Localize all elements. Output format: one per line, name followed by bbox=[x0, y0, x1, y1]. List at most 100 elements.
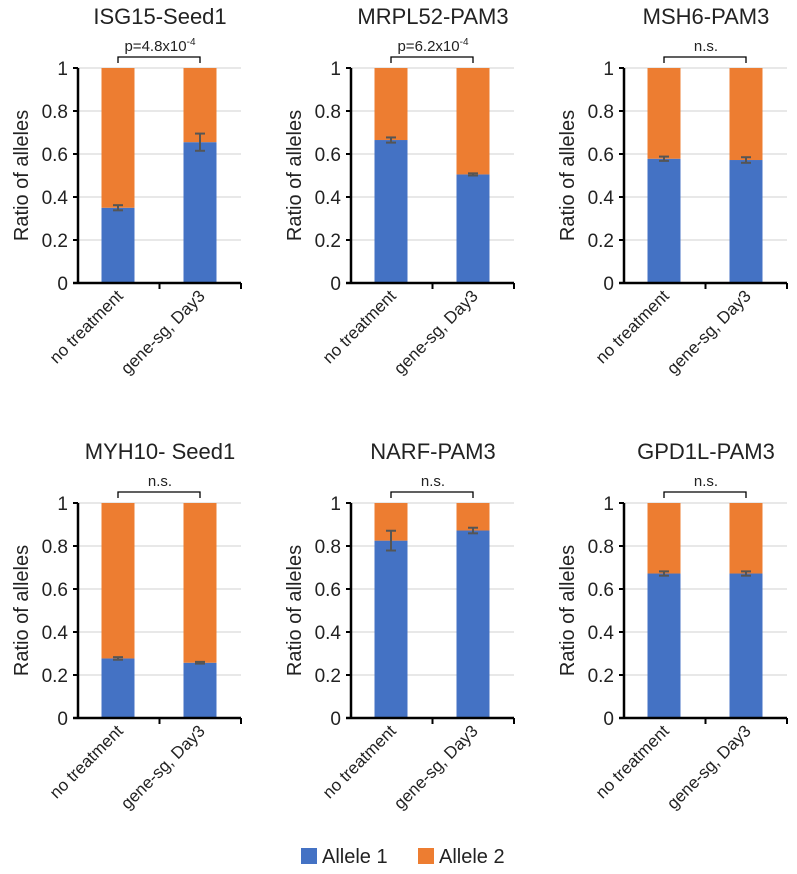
significance-bracket bbox=[117, 491, 201, 498]
y-tick-label: 0.4 bbox=[588, 188, 615, 209]
y-tick-label: 0.4 bbox=[315, 623, 342, 644]
y-tick-label: 0.4 bbox=[315, 188, 342, 209]
y-tick-label: 0.2 bbox=[588, 666, 614, 687]
y-tick-label: 0 bbox=[57, 274, 68, 295]
error-bar bbox=[386, 136, 396, 144]
bar-allele-2 bbox=[729, 68, 763, 161]
legend-swatch-allele-2 bbox=[418, 848, 434, 864]
significance-bracket bbox=[390, 56, 474, 63]
error-bar bbox=[468, 172, 478, 177]
y-axis-label: Ratio of alleles bbox=[284, 545, 306, 676]
legend-label-allele-2: Allele 2 bbox=[439, 846, 505, 868]
y-tick-label: 0.8 bbox=[588, 102, 614, 123]
x-tick-label: no treatment bbox=[319, 721, 400, 802]
p-value-text: p=4.8x10 bbox=[124, 38, 186, 55]
chart-title: MRPL52-PAM3 bbox=[357, 4, 508, 29]
bar-allele-2 bbox=[647, 503, 681, 574]
significance-bracket bbox=[663, 56, 747, 63]
y-tick-label: 0.2 bbox=[42, 666, 68, 687]
error-bar bbox=[659, 570, 669, 577]
error-bar bbox=[195, 660, 205, 665]
bar-allele-1 bbox=[456, 174, 490, 283]
y-tick-label: 0.2 bbox=[315, 666, 341, 687]
y-tick-label: 0.8 bbox=[42, 102, 68, 123]
y-tick-label: 0.6 bbox=[315, 580, 341, 601]
bracket-line bbox=[663, 56, 747, 63]
bracket-line bbox=[117, 491, 201, 498]
p-value-text: n.s. bbox=[694, 473, 718, 490]
bar-allele-1 bbox=[101, 207, 135, 283]
significance-label: p=4.8x10-4 bbox=[124, 37, 195, 55]
y-tick-label: 0 bbox=[57, 709, 68, 730]
bracket-line bbox=[117, 56, 201, 63]
p-value-text: n.s. bbox=[421, 473, 445, 490]
y-tick-label: 0.2 bbox=[588, 231, 614, 252]
p-value-text: n.s. bbox=[694, 38, 718, 55]
y-axis-label: Ratio of alleles bbox=[557, 545, 579, 676]
y-tick-label: 0.4 bbox=[588, 623, 615, 644]
y-tick-label: 0.6 bbox=[588, 145, 614, 166]
y-axis-label: Ratio of alleles bbox=[557, 110, 579, 241]
legend-label-allele-1: Allele 1 bbox=[322, 846, 388, 868]
y-tick-label: 0 bbox=[330, 709, 341, 730]
significance-bracket bbox=[663, 491, 747, 498]
error-bar bbox=[386, 529, 396, 552]
error-bar bbox=[113, 204, 123, 212]
x-tick-label: gene-sg, Day3 bbox=[390, 286, 482, 378]
bar-allele-1 bbox=[729, 573, 763, 718]
x-tick-label: gene-sg, Day3 bbox=[117, 286, 209, 378]
p-value-text: p=6.2x10 bbox=[397, 38, 459, 55]
y-tick-label: 0.4 bbox=[42, 623, 69, 644]
y-axis-label: Ratio of alleles bbox=[11, 110, 33, 241]
y-tick-label: 0.8 bbox=[42, 537, 68, 558]
bar-allele-2 bbox=[101, 503, 135, 659]
chart-title: MSH6-PAM3 bbox=[643, 4, 770, 29]
significance-bracket bbox=[117, 56, 201, 63]
chart-title: NARF-PAM3 bbox=[370, 439, 496, 464]
y-axis-label: Ratio of alleles bbox=[11, 545, 33, 676]
y-tick-label: 0.8 bbox=[315, 102, 341, 123]
y-tick-label: 1 bbox=[330, 59, 341, 80]
x-tick-label: gene-sg, Day3 bbox=[663, 286, 755, 378]
y-axis-label: Ratio of alleles bbox=[284, 110, 306, 241]
bar-allele-2 bbox=[456, 68, 490, 175]
y-tick-label: 1 bbox=[603, 494, 614, 515]
bar-allele-2 bbox=[101, 68, 135, 208]
bar-allele-1 bbox=[456, 530, 490, 718]
bracket-line bbox=[390, 491, 474, 498]
error-bar bbox=[741, 156, 751, 164]
y-tick-label: 1 bbox=[57, 59, 68, 80]
y-tick-label: 0.8 bbox=[315, 537, 341, 558]
bar-allele-2 bbox=[647, 68, 681, 159]
y-tick-label: 0.2 bbox=[42, 231, 68, 252]
error-bar bbox=[113, 656, 123, 661]
x-tick-label: no treatment bbox=[46, 286, 127, 367]
x-tick-label: no treatment bbox=[319, 286, 400, 367]
bracket-line bbox=[663, 491, 747, 498]
error-bar bbox=[468, 526, 478, 535]
y-tick-label: 1 bbox=[57, 494, 68, 515]
bar-allele-2 bbox=[183, 503, 217, 663]
chart-title: GPD1L-PAM3 bbox=[637, 439, 775, 464]
bar-allele-1 bbox=[374, 140, 408, 283]
x-tick-label: no treatment bbox=[592, 286, 673, 367]
y-tick-label: 0 bbox=[603, 709, 614, 730]
y-tick-label: 0.6 bbox=[42, 580, 68, 601]
x-tick-label: gene-sg, Day3 bbox=[390, 721, 482, 813]
y-tick-label: 0.6 bbox=[42, 145, 68, 166]
legend-swatch-allele-1 bbox=[301, 848, 317, 864]
bar-allele-1 bbox=[183, 662, 217, 718]
error-bar bbox=[195, 132, 205, 152]
bar-allele-2 bbox=[456, 503, 490, 531]
chart-title: ISG15-Seed1 bbox=[93, 4, 226, 29]
significance-label: p=6.2x10-4 bbox=[397, 37, 468, 55]
y-tick-label: 0.6 bbox=[588, 580, 614, 601]
bar-allele-1 bbox=[647, 573, 681, 718]
y-tick-label: 1 bbox=[330, 494, 341, 515]
